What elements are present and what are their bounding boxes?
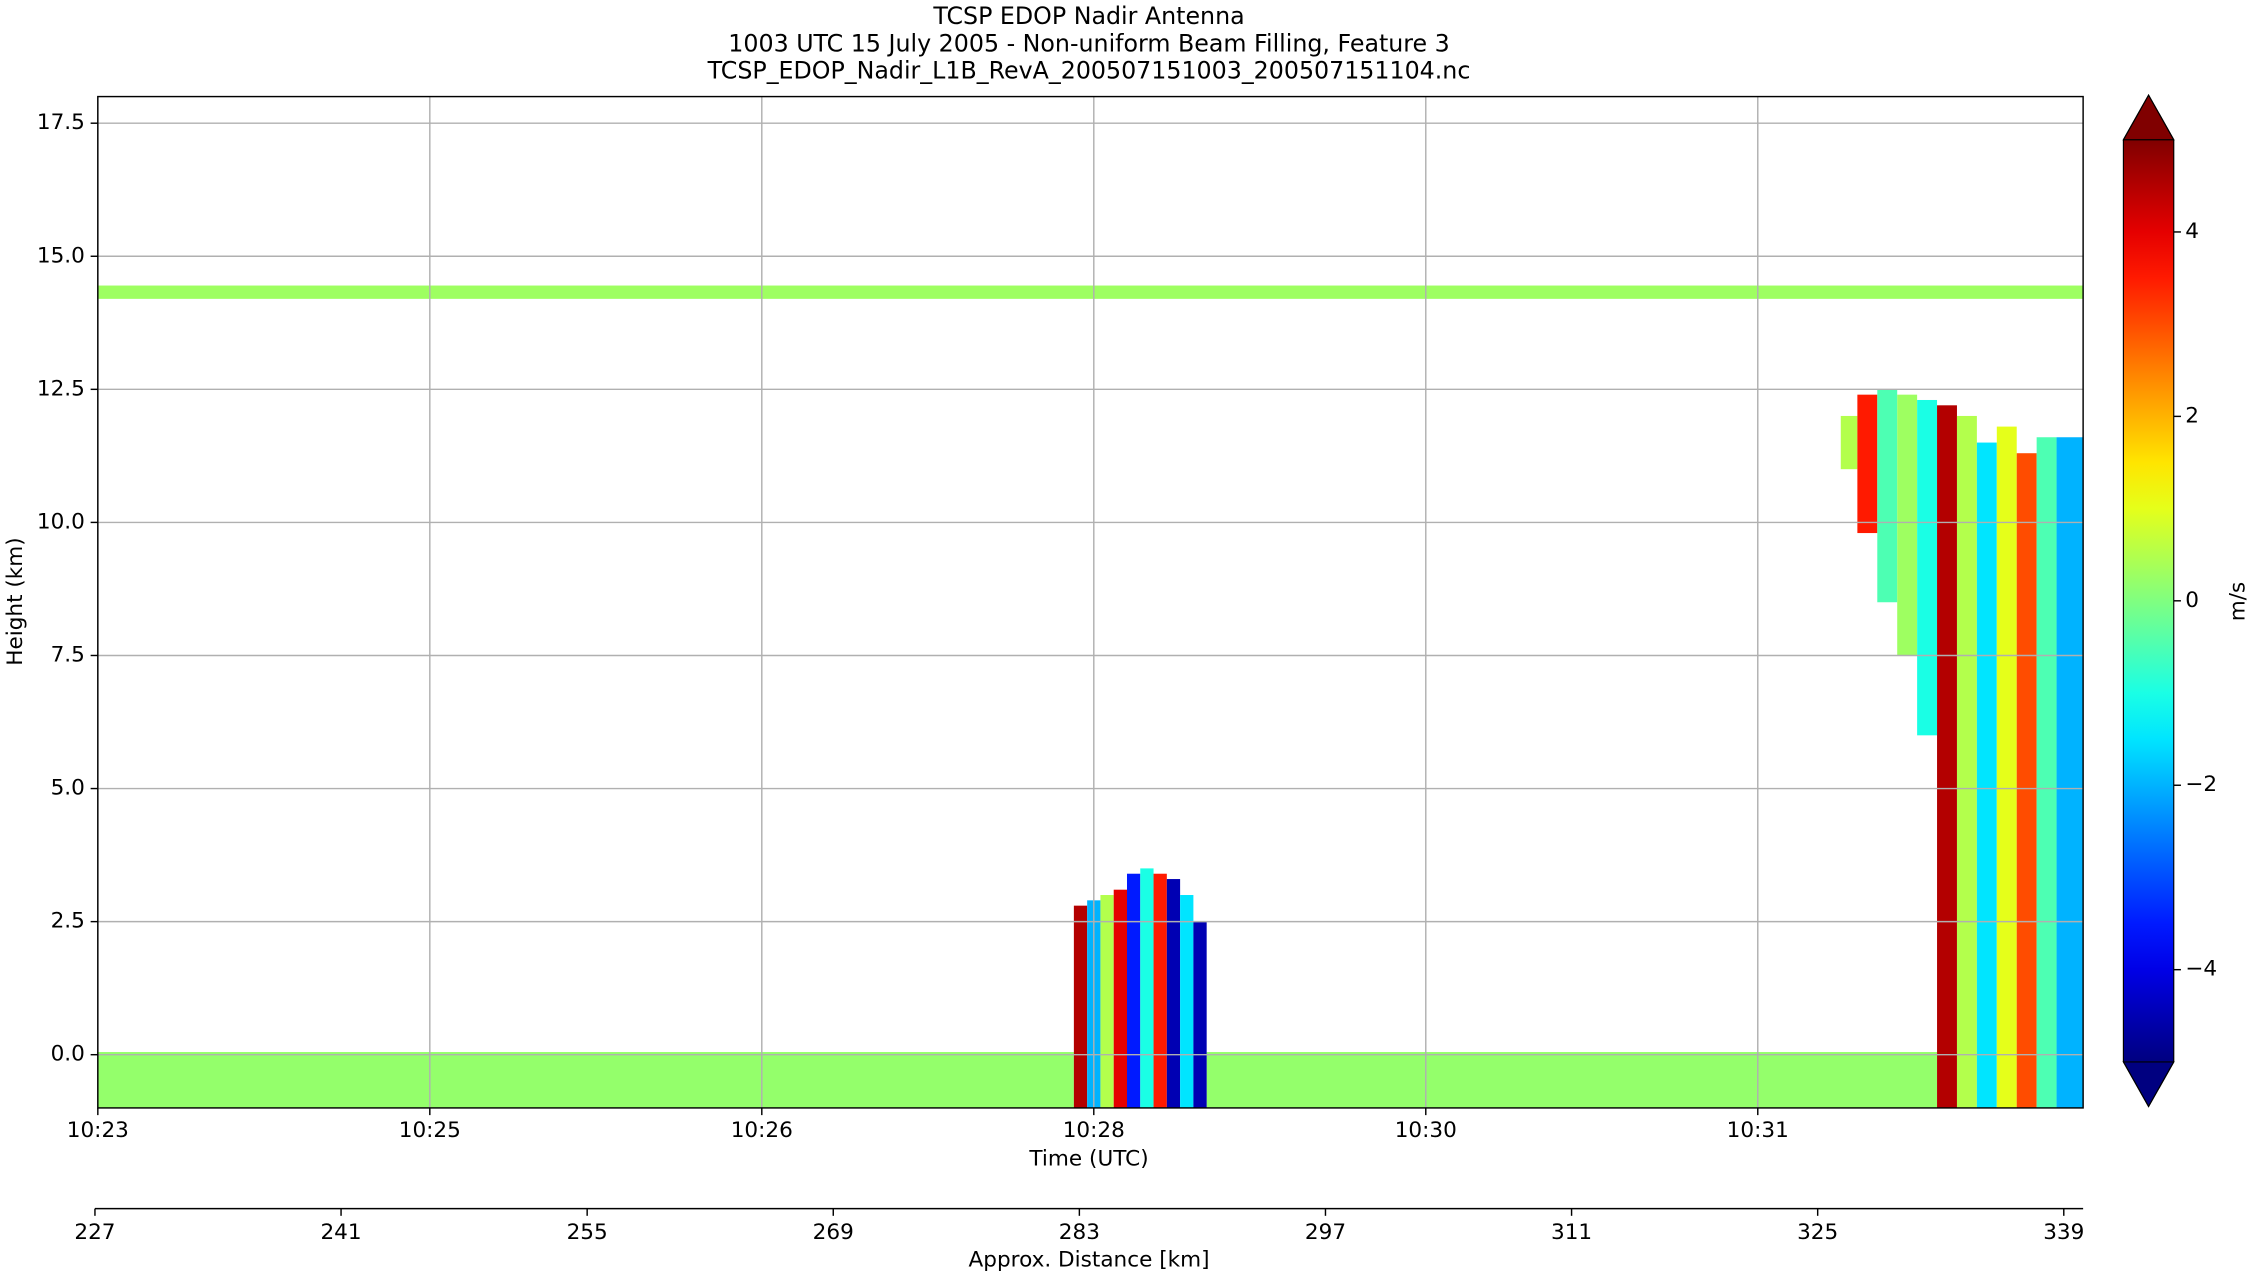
colorbar-label: m/s [2225,582,2250,622]
x2-tick-label: 325 [1797,1220,1838,1245]
x-tick-label: 10:30 [1395,1118,1457,1143]
y-axis-label: Height (km) [3,537,28,665]
velocity-cell [1180,895,1194,1108]
x2-tick-label: 241 [320,1220,361,1245]
velocity-cell [1976,442,1997,1108]
colorbar [2123,139,2174,1062]
velocity-cell [1100,895,1114,1108]
x2-axis-label: Approx. Distance [km] [969,1247,1210,1272]
colorbar-extend-top [2122,93,2175,141]
y-tick-label: 2.5 [51,909,85,934]
x2-tick-label: 255 [567,1220,608,1245]
y-tick-label: 17.5 [37,110,85,135]
velocity-cell [97,285,2084,299]
velocity-cell [1956,415,1977,1108]
y-tick-label: 0.0 [51,1042,85,1067]
velocity-cell [1193,921,1207,1108]
x2-tick-label: 227 [74,1220,115,1245]
velocity-cell [1917,399,1938,736]
velocity-cell [1857,394,1878,534]
velocity-cell [1877,389,1898,603]
velocity-cell [1113,889,1127,1108]
velocity-cell [1937,405,1957,1108]
velocity-cell [1166,879,1181,1108]
x-tick-label: 10:26 [731,1118,793,1143]
colorbar-tick-label: 0 [2185,588,2199,613]
x-axis-label: Time (UTC) [1028,1147,1148,1172]
velocity-cell [1153,873,1167,1108]
y-tick-label: 15.0 [37,243,85,268]
chart-title: TCSP EDOP Nadir Antenna [932,2,1244,30]
x-tick-label: 10:31 [1727,1118,1789,1143]
velocity-cell [2036,437,2057,1108]
x2-tick-label: 283 [1059,1220,1100,1245]
chart-subtitle: 1003 UTC 15 July 2005 - Non-uniform Beam… [728,29,1449,57]
y-tick-label: 5.0 [51,776,85,801]
velocity-cell [1996,426,2017,1108]
colorbar-extend-bottom [2122,1061,2175,1108]
colorbar-tick-label: −2 [2185,772,2217,797]
y-tick-label: 10.0 [37,509,85,534]
x2-tick-label: 297 [1305,1220,1346,1245]
plot-frame [97,95,2084,1109]
colorbar-frame [2122,93,2175,1108]
x2-tick-label: 339 [2043,1220,2084,1245]
colorbar-tick-label: −4 [2185,957,2217,982]
y-tick-label: 7.5 [51,642,85,667]
velocity-cell [1073,905,1088,1108]
chart-filename: TCSP_EDOP_Nadir_L1B_RevA_200507151003_20… [707,57,1471,85]
velocity-cell [1140,868,1154,1108]
x2-tick-label: 311 [1551,1220,1592,1245]
x-tick-label: 10:23 [67,1118,129,1143]
velocity-cell [1126,873,1141,1108]
velocity-cell [97,1052,1074,1108]
x-tick-label: 10:28 [1063,1118,1125,1143]
velocity-cell [1206,1052,1938,1108]
colorbar-tick-label: 4 [2185,219,2199,244]
velocity-cell [2016,453,2037,1108]
x-tick-label: 10:25 [399,1118,461,1143]
velocity-cell [2056,437,2084,1108]
x2-tick-label: 269 [813,1220,854,1245]
velocity-cell [1840,415,1858,470]
y-tick-label: 12.5 [37,376,85,401]
colorbar-tick-label: 2 [2185,403,2199,428]
velocity-cell [1897,394,1918,656]
